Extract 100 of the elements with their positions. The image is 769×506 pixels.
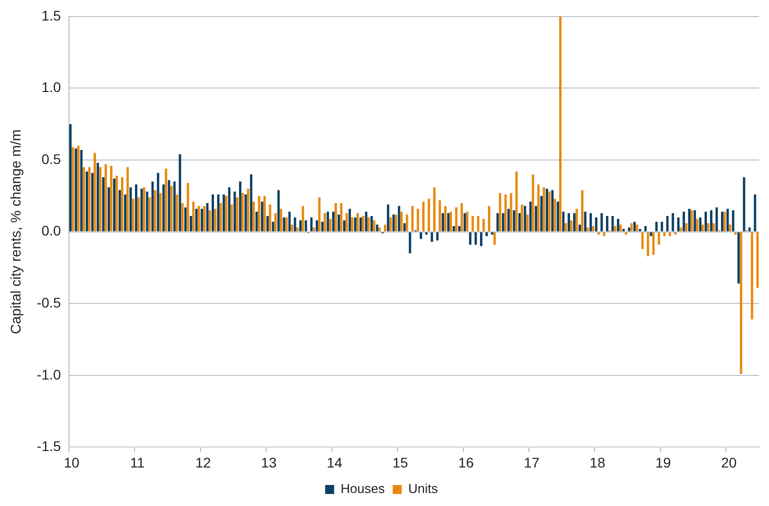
bar xyxy=(677,217,680,232)
bar xyxy=(436,232,439,240)
bar xyxy=(228,187,230,232)
y-tick-label: 1.0 xyxy=(41,79,62,96)
bar xyxy=(116,176,118,232)
bar xyxy=(356,213,359,232)
bar xyxy=(140,188,143,232)
bar xyxy=(638,228,642,232)
bar xyxy=(316,220,318,232)
bar xyxy=(655,222,658,232)
bar xyxy=(490,232,494,235)
bar xyxy=(734,232,737,235)
bar xyxy=(502,213,504,232)
bar xyxy=(82,167,86,232)
bar xyxy=(222,194,225,232)
bar xyxy=(334,203,337,232)
bar xyxy=(710,210,712,232)
bar xyxy=(220,203,222,232)
bar xyxy=(312,227,316,232)
bar xyxy=(658,232,660,245)
bar xyxy=(118,190,121,232)
bar xyxy=(562,212,565,232)
bar xyxy=(682,212,685,232)
bar xyxy=(246,188,250,232)
bar xyxy=(496,213,499,232)
bar xyxy=(234,192,236,232)
bar xyxy=(702,224,704,232)
x-tick-label: 15 xyxy=(392,454,408,470)
x-tick-label: 16 xyxy=(458,454,474,470)
bar xyxy=(260,202,264,232)
bar xyxy=(680,227,682,232)
bar xyxy=(74,148,78,232)
bar xyxy=(324,213,326,232)
bar xyxy=(688,208,690,232)
bar xyxy=(728,224,732,232)
bar xyxy=(198,206,200,232)
bar xyxy=(737,232,740,284)
y-tick-label: 1.5 xyxy=(41,7,62,24)
legend-label: Units xyxy=(408,481,438,496)
bar xyxy=(716,207,718,232)
bar xyxy=(200,208,204,232)
bar xyxy=(378,227,381,232)
bar xyxy=(482,218,485,232)
bar xyxy=(80,150,83,232)
bar xyxy=(450,212,452,232)
bar xyxy=(108,187,110,232)
x-tick-label: 20 xyxy=(721,454,737,470)
bar xyxy=(329,218,332,232)
bar xyxy=(581,190,584,232)
bar xyxy=(77,146,80,232)
bar xyxy=(556,202,560,232)
bar xyxy=(696,218,698,232)
bar xyxy=(102,177,104,232)
bar xyxy=(685,223,688,232)
bar xyxy=(660,222,664,232)
bar xyxy=(694,210,696,232)
bar xyxy=(633,222,636,232)
bar xyxy=(466,212,468,232)
y-tick-label: -0.5 xyxy=(36,294,62,310)
bar xyxy=(142,187,146,232)
bar xyxy=(99,167,102,232)
bar xyxy=(704,212,707,232)
bar xyxy=(132,198,134,232)
bar xyxy=(94,152,96,232)
bar xyxy=(367,217,370,232)
bar xyxy=(452,226,455,232)
bar xyxy=(263,196,266,232)
bar xyxy=(346,213,348,232)
y-tick-label: 0.5 xyxy=(41,150,62,167)
bar xyxy=(255,212,258,232)
bar xyxy=(551,190,554,232)
bar xyxy=(212,194,214,232)
bar xyxy=(699,217,702,232)
bar xyxy=(302,206,304,232)
bar xyxy=(485,232,488,236)
bar xyxy=(472,216,474,232)
bar xyxy=(195,208,198,232)
bar xyxy=(88,167,90,232)
y-tick-label: -1.5 xyxy=(36,438,62,454)
bar xyxy=(442,213,444,232)
bar xyxy=(272,222,274,232)
bar xyxy=(72,147,74,232)
bar xyxy=(376,224,378,232)
bar xyxy=(321,222,324,232)
bar xyxy=(592,226,594,232)
bar xyxy=(86,171,88,232)
bar xyxy=(460,203,463,232)
bar xyxy=(578,224,581,232)
x-tick-label: 18 xyxy=(590,454,606,470)
bar xyxy=(354,217,356,232)
bar xyxy=(568,213,570,232)
bar xyxy=(126,167,129,232)
bar xyxy=(360,217,362,232)
bar xyxy=(130,187,132,232)
bar xyxy=(110,166,112,232)
bar xyxy=(444,206,446,232)
bar xyxy=(430,232,434,242)
x-tick-label: 13 xyxy=(261,454,277,470)
bar xyxy=(464,213,466,232)
bar xyxy=(564,223,567,232)
